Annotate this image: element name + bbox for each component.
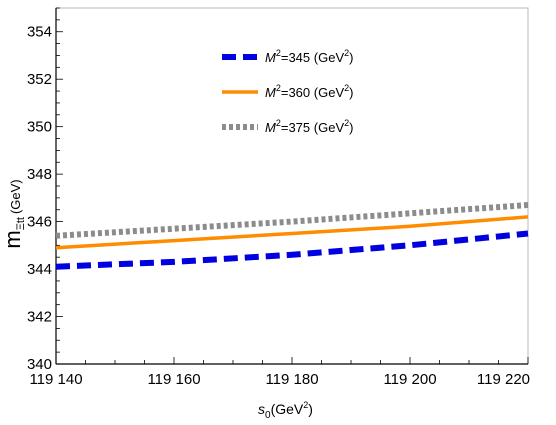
legend-entry-2: M2=360 (GeV2) [222,83,353,100]
x-tick-label: 119 200 [383,371,436,388]
y-tick-label: 352 [27,71,52,88]
y-tick-label: 342 [27,309,52,326]
legend-label-3: M2=375 (GeV2) [265,118,353,135]
x-axis-label: s0(GeV2) [258,400,313,421]
legend-label-2: M2=360 (GeV2) [265,83,353,100]
y-tick-label: 348 [27,166,52,183]
series-line-2 [55,215,529,250]
legend-entry-3: M2=375 (GeV2) [222,118,353,135]
x-tick-label: 119 220 [477,371,530,388]
y-tick-label: 344 [27,261,52,278]
y-axis-label: mΞtt(GeV) [0,179,27,248]
y-tick-label: 354 [27,24,52,41]
x-tick-label: 119 180 [265,371,318,388]
x-tick-label: 119 140 [29,371,82,388]
series-lines [55,202,529,270]
legend-label-1: M2=345 (GeV2) [265,48,353,65]
x-ticks: 119 140 119 160 119 180 119 200 119 220 [29,357,530,388]
series-line-1 [55,230,529,270]
x-tick-label: 119 160 [147,371,200,388]
legend-entry-1: M2=345 (GeV2) [222,48,353,65]
y-ticks: 340 342 344 346 348 350 352 354 [27,7,63,373]
series-line-3 [55,202,529,239]
y-tick-label: 346 [27,214,52,231]
y-tick-label: 340 [27,356,52,373]
legend: M2=345 (GeV2) M2=360 (GeV2) M2=375 (GeV2… [222,48,353,135]
y-tick-label: 350 [27,119,52,136]
